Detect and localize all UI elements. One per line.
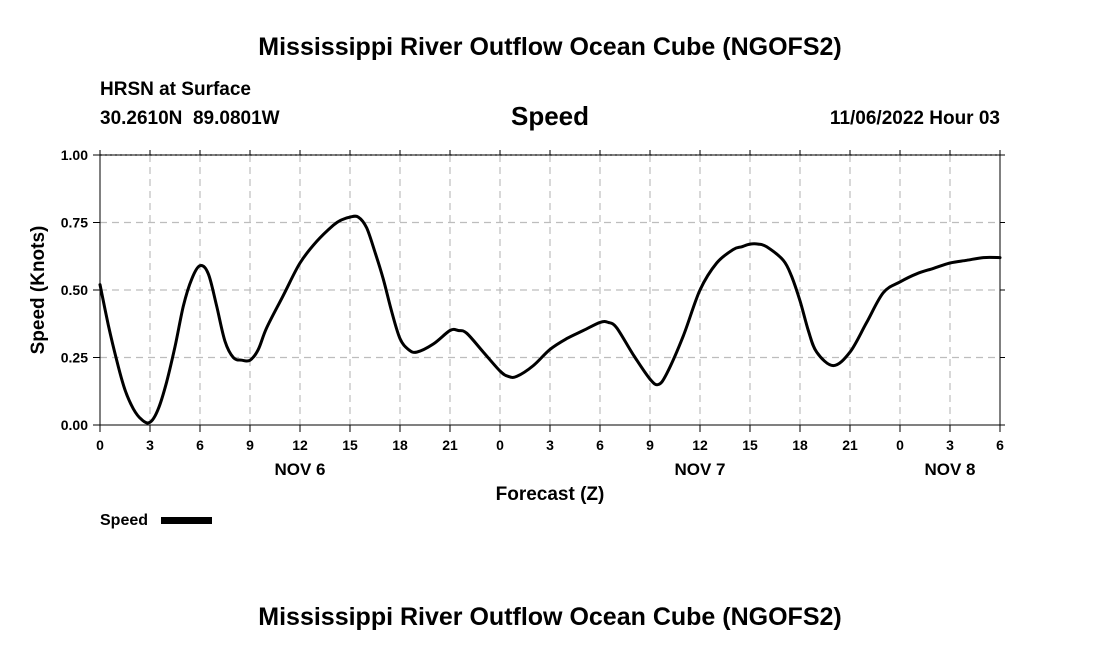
y-tick-label: 1.00 [61,147,88,163]
legend-label: Speed [100,512,148,529]
y-tick-label: 0.50 [61,282,88,298]
x-tick-label: 9 [646,437,654,453]
x-tick-label: 21 [842,437,858,453]
grid-lines [100,154,1000,425]
y-tick-label: 0.00 [61,417,88,433]
x-axis-label: Forecast (Z) [496,484,605,505]
x-tick-label: 9 [246,437,254,453]
day-label: NOV 6 [274,460,325,479]
day-label: NOV 7 [674,460,725,479]
series-line-speed [98,214,1002,425]
x-tick-label: 0 [496,437,504,453]
x-tick-label: 6 [996,437,1004,453]
day-labels: NOV 6 NOV 7 NOV 8 [274,460,975,479]
y-axis-label: Speed (Knots) [28,226,49,355]
x-tick-labels: 0 3 6 9 12 15 18 21 0 3 6 9 12 15 18 21 0 3 6 [96,437,1004,453]
station-label: HRSN at Surface [100,79,251,100]
legend-swatch [161,517,212,524]
series-group [98,214,1002,425]
axis-ticks [93,150,1005,432]
variable-label: Speed [511,101,589,131]
x-tick-label: 3 [146,437,154,453]
x-tick-label: 12 [692,437,708,453]
x-tick-label: 18 [792,437,808,453]
x-tick-label: 15 [742,437,758,453]
x-tick-label: 12 [292,437,308,453]
x-tick-label: 3 [546,437,554,453]
x-tick-label: 3 [946,437,954,453]
x-tick-label: 15 [342,437,358,453]
footer-title: Mississippi River Outflow Ocean Cube (NG… [258,603,841,631]
chart-title: Mississippi River Outflow Ocean Cube (NG… [258,33,841,61]
y-tick-labels: 0.00 0.25 0.50 0.75 1.00 [61,147,88,433]
forecast-datetime: 11/06/2022 Hour 03 [830,108,1000,129]
x-tick-label: 21 [442,437,458,453]
legend: Speed [100,512,212,529]
y-tick-label: 0.25 [61,350,88,366]
y-tick-label: 0.75 [61,215,88,231]
x-tick-label: 18 [392,437,408,453]
x-tick-label: 0 [96,437,104,453]
station-coords: 30.2610N 89.0801W [100,108,280,129]
x-tick-label: 0 [896,437,904,453]
x-tick-label: 6 [596,437,604,453]
day-label: NOV 8 [924,460,975,479]
x-tick-label: 6 [196,437,204,453]
